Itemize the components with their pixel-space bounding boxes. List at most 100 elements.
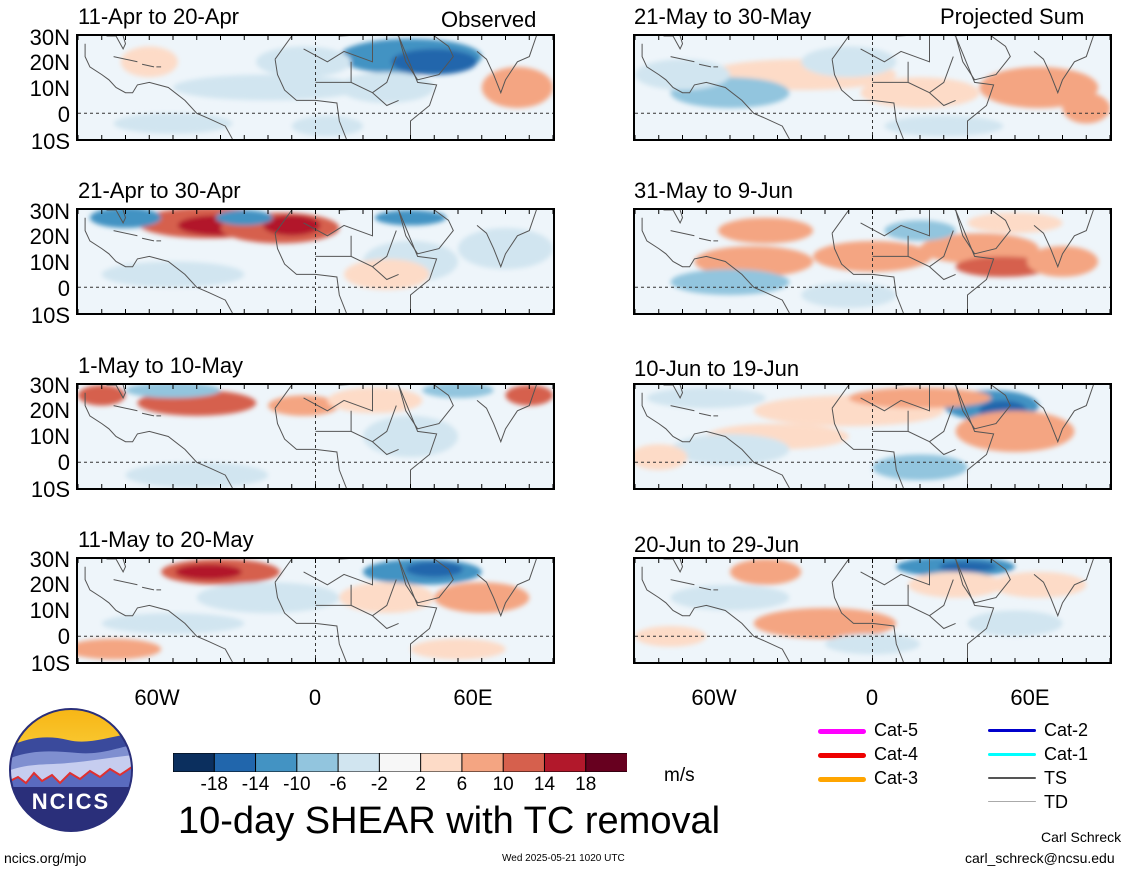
coastline-border (860, 210, 956, 281)
coastline-border (831, 36, 995, 139)
legend-line-swatch (988, 777, 1036, 779)
colorbar-tick-label: 18 (575, 774, 597, 795)
coastline-border (831, 559, 995, 662)
coastline-border (1033, 385, 1094, 444)
shear-map-panel (633, 557, 1112, 664)
coastline-border (84, 559, 233, 662)
coastline-border (476, 385, 537, 444)
lat-label: 20N (29, 398, 70, 423)
shear-map-panel (633, 383, 1112, 490)
coastline-border (303, 36, 399, 107)
shear-anomaly-blob (505, 385, 553, 406)
panel-title: 11-May to 20-May (78, 527, 254, 552)
observed-column-label: Observed (441, 7, 537, 32)
footer-email[interactable]: carl_schreck@ncsu.edu (965, 850, 1115, 866)
colorbar-tick-label: -2 (370, 774, 388, 795)
coastline-border (398, 559, 454, 604)
colorbar-tick-label: 10 (492, 774, 514, 795)
shear-anomaly-blob (884, 220, 956, 241)
lat-label: 20N (29, 50, 70, 75)
legend-line-swatch (988, 729, 1036, 732)
shear-field-svg (78, 559, 553, 662)
coastline-border (113, 56, 162, 68)
shear-anomaly-blob (256, 46, 352, 78)
panel-title: 1-May to 10-May (78, 353, 244, 378)
shear-anomaly-blob (718, 217, 814, 244)
coastline-border (303, 210, 399, 281)
lat-label: 10S (30, 129, 70, 154)
coastline-border (860, 36, 956, 107)
coastline-border (641, 559, 790, 662)
colorbar-tick-label: -10 (283, 774, 311, 795)
shear-anomaly-blob (801, 46, 897, 78)
shear-anomaly-blob (955, 410, 1075, 452)
shear-anomaly-blob (955, 256, 1051, 277)
shear-anomaly-blob (730, 559, 802, 585)
lon-label: 0 (308, 685, 322, 710)
shear-field-svg (78, 36, 553, 139)
colorbar-swatch (255, 752, 298, 773)
coastline-border (955, 559, 1011, 604)
shear-anomaly-blob (908, 571, 1004, 598)
coastline-border (1033, 210, 1094, 269)
legend-label: Cat-4 (874, 744, 919, 764)
shear-anomaly-blob (635, 444, 688, 470)
coastline-border (84, 385, 233, 488)
coastline-border (303, 559, 399, 630)
shear-field-svg (78, 385, 553, 488)
legend-line-swatch (988, 753, 1036, 756)
legend-label: Cat-3 (874, 768, 919, 788)
lat-label: 0 (57, 276, 70, 301)
coastline-border (670, 230, 719, 242)
shear-map-panel (76, 557, 555, 664)
coastline-border (476, 210, 537, 269)
colorbar-swatch (420, 752, 463, 773)
coastline-border (84, 210, 233, 313)
coastline-border (641, 210, 790, 313)
lat-label: 10S (30, 303, 70, 328)
lat-label: 20N (29, 572, 70, 597)
shear-map-panel (76, 383, 555, 490)
panel-title: 21-May to 30-May (634, 4, 812, 29)
colorbar-tick-label: -6 (329, 774, 347, 795)
shear-anomaly-blob (291, 115, 363, 137)
panel-title: 10-Jun to 19-Jun (634, 356, 800, 381)
coastline-border (670, 579, 719, 591)
shear-field-svg (635, 210, 1110, 313)
shear-anomaly-blob (1062, 92, 1110, 124)
shear-anomaly-blob (458, 228, 553, 270)
shear-anomaly-blob (1026, 246, 1099, 277)
coastline-border (831, 210, 995, 313)
coastline-border (398, 385, 454, 430)
shear-anomaly-blob (884, 115, 1004, 137)
coastline-border (274, 559, 438, 662)
legend-line-swatch (818, 729, 866, 734)
projected-column-label: Projected Sum (940, 4, 1085, 29)
shear-anomaly-blob (694, 246, 814, 277)
ncics-logo: NCICS (8, 707, 134, 833)
lat-label: 10N (29, 598, 70, 623)
shear-anomaly-blob (753, 608, 897, 639)
shear-map-panel (76, 208, 555, 315)
shear-anomaly-blob (670, 584, 790, 611)
lon-label: 60E (1010, 685, 1050, 710)
coastline-border (274, 210, 438, 313)
coastline-border (113, 579, 162, 591)
coastline-border (670, 56, 719, 68)
shear-anomaly-blob (967, 610, 1063, 637)
shear-anomaly-blob (860, 77, 980, 109)
legend-line-swatch (818, 777, 866, 782)
shear-anomaly-blob (374, 210, 447, 226)
shear-anomaly-blob (670, 269, 790, 295)
shear-field-svg (635, 385, 1110, 488)
colorbar (172, 752, 629, 773)
shear-anomaly-blob (801, 282, 897, 308)
lat-label: 10N (29, 424, 70, 449)
footer-url[interactable]: ncics.org/mjo (4, 850, 87, 866)
lat-label: 10S (30, 477, 70, 502)
colorbar-swatch (378, 752, 422, 773)
shear-anomaly-blob (78, 638, 162, 660)
lat-label: 30N (29, 547, 70, 572)
colorbar-swatch (296, 752, 340, 773)
shear-anomaly-blob (196, 582, 340, 613)
